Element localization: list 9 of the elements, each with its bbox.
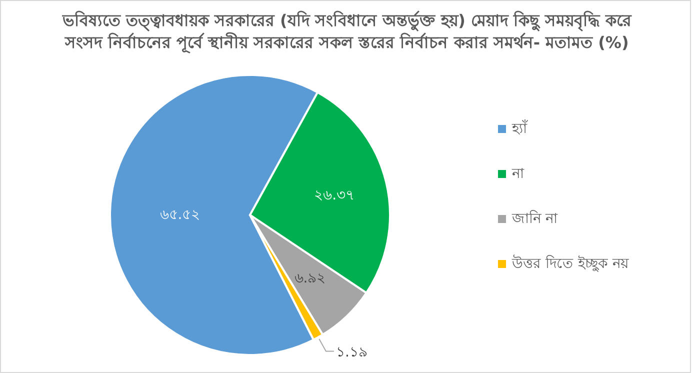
legend-label: হ্যাঁ	[511, 120, 528, 137]
legend-label: না	[511, 166, 525, 182]
data-label: ২৬.৩৭	[314, 188, 355, 204]
legend-label: উত্তর দিতে ইচ্ছুক নয়	[511, 255, 630, 272]
data-label: ১.১৯	[336, 344, 368, 360]
data-label: ৬.৯২	[294, 270, 326, 287]
data-label: ৬৫.৫২	[160, 206, 200, 223]
title: ভবিষ্যতে তত্ত্বাবধায়ক সরকারের (যদি সংবিধানে অন্তর্ভুক্ত হয়) মেয়াদ কিছু সময়বৃদ্ধি করে সংসদ নির্বাচনের পূর্বে স্থানীয় সরকারের সকল স্তরের নির্বাচন করার সমর্থন- মতামত (%)	[62, 11, 632, 52]
legend-label: জানি না	[511, 210, 558, 227]
